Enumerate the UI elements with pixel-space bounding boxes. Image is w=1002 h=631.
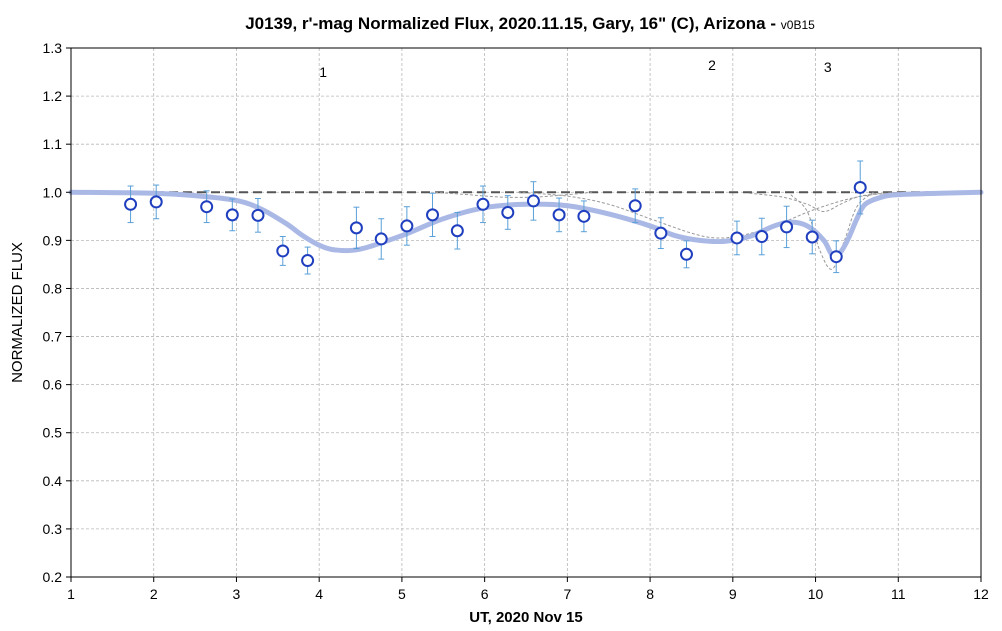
data-point xyxy=(755,230,769,244)
data-point xyxy=(679,247,693,261)
component-dip-curve xyxy=(790,191,874,270)
data-point xyxy=(149,195,163,209)
data-point xyxy=(654,226,668,240)
data-point xyxy=(853,180,867,194)
data-point xyxy=(476,197,490,211)
x-tick-label: 6 xyxy=(481,586,489,602)
x-tick-label: 3 xyxy=(233,586,241,602)
x-tick-label: 4 xyxy=(315,586,323,602)
data-point xyxy=(251,208,265,222)
y-tick-label: 0.5 xyxy=(43,425,63,441)
event-annotation: 2 xyxy=(708,57,716,73)
component-dip-curve xyxy=(517,191,899,239)
component-dip-curve xyxy=(434,191,593,198)
y-axis-label: NORMALIZED FLUX xyxy=(9,242,26,383)
y-tick-label: 0.4 xyxy=(43,473,63,489)
y-tick-label: 0.2 xyxy=(43,569,63,585)
x-tick-label: 9 xyxy=(729,586,737,602)
data-point xyxy=(400,219,414,233)
y-tick-label: 0.3 xyxy=(43,521,63,537)
x-axis-label: UT, 2020 Nov 15 xyxy=(469,609,582,626)
data-point xyxy=(805,230,819,244)
y-tick-label: 1.0 xyxy=(43,184,63,200)
data-point xyxy=(780,220,794,234)
data-points xyxy=(124,180,867,268)
data-point xyxy=(200,200,214,214)
data-point xyxy=(124,197,138,211)
data-point xyxy=(225,208,239,222)
x-tick-label: 10 xyxy=(808,586,824,602)
data-point xyxy=(501,205,515,219)
x-tick-label: 11 xyxy=(891,586,906,602)
data-point xyxy=(349,221,363,235)
y-tick-label: 0.7 xyxy=(43,329,63,345)
annotations: 1 2 3 xyxy=(319,57,832,80)
data-point xyxy=(628,199,642,213)
data-point xyxy=(426,208,440,222)
data-point xyxy=(526,194,540,208)
data-point xyxy=(374,232,388,246)
component-curves xyxy=(434,191,899,270)
y-tick-label: 0.6 xyxy=(43,377,63,393)
grid xyxy=(70,47,982,578)
data-point xyxy=(829,250,843,264)
y-ticks: 0.2 0.3 0.4 0.5 0.6 0.7 0.8 0.9 1.0 1.1 1.2 1.3 xyxy=(43,40,71,585)
x-tick-label: 1 xyxy=(67,586,75,602)
x-tick-label: 2 xyxy=(150,586,158,602)
chart-subtitle: v0B15 xyxy=(780,18,815,32)
y-tick-label: 1.1 xyxy=(43,136,63,152)
event-annotation: 3 xyxy=(824,59,832,75)
y-tick-label: 0.8 xyxy=(43,280,63,296)
data-point xyxy=(552,208,566,222)
event-annotation: 1 xyxy=(319,64,327,80)
x-tick-label: 12 xyxy=(973,586,989,602)
component-dip-curve xyxy=(749,191,899,213)
data-point xyxy=(301,254,315,268)
data-point xyxy=(577,209,591,223)
x-tick-label: 5 xyxy=(398,586,406,602)
data-point xyxy=(730,231,744,245)
x-tick-label: 8 xyxy=(646,586,654,602)
chart-title: J0139, r'-mag Normalized Flux, 2020.11.1… xyxy=(245,14,777,33)
data-point xyxy=(276,244,290,258)
y-tick-label: 1.2 xyxy=(43,88,63,104)
chart-title-block: J0139, r'-mag Normalized Flux, 2020.11.1… xyxy=(0,14,1002,34)
plot-frame xyxy=(70,47,982,578)
y-tick-label: 0.9 xyxy=(43,232,63,248)
y-tick-label: 1.3 xyxy=(43,40,63,56)
x-ticks: 1 2 3 4 5 6 7 8 9 10 11 12 xyxy=(67,577,989,602)
x-tick-label: 7 xyxy=(563,586,571,602)
data-point xyxy=(450,224,464,238)
